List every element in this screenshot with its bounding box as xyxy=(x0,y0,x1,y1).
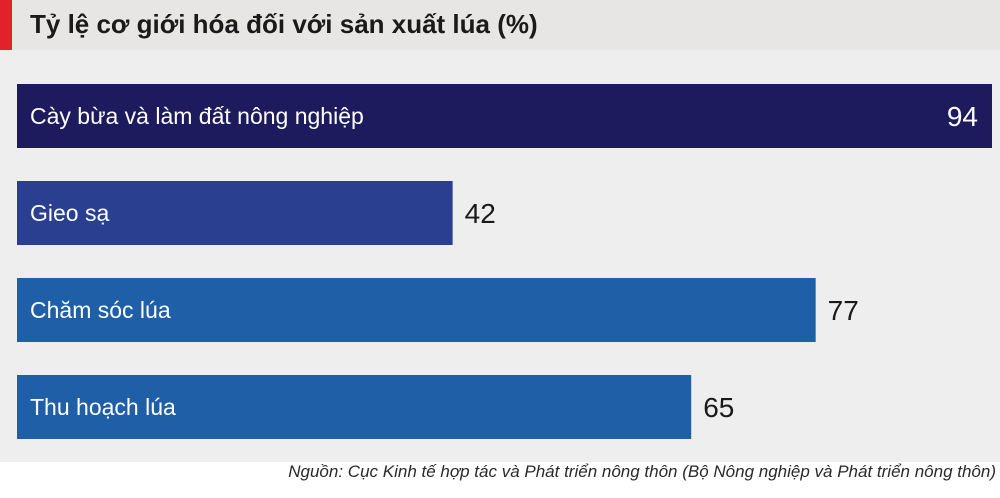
chart-title: Tỷ lệ cơ giới hóa đối với sản xuất lúa (… xyxy=(30,9,538,39)
bar-3 xyxy=(17,278,816,342)
bar-4 xyxy=(17,375,692,439)
value-label-3: 77 xyxy=(828,295,859,326)
category-label-3: Chăm sóc lúa xyxy=(30,297,171,323)
plot-area: Cày bừa và làm đất nông nghiệp 94 Gieo sạ 4… xyxy=(0,50,1000,462)
value-label-4: 65 xyxy=(703,392,734,423)
category-label-4: Thu hoạch lúa xyxy=(30,394,176,420)
title-accent-mark xyxy=(0,0,12,50)
source-note: Nguồn: Cục Kinh tế hợp tác và Phát triển… xyxy=(288,462,996,481)
category-label-2: Gieo sạ xyxy=(30,200,109,226)
title-bar: Tỷ lệ cơ giới hóa đối với sản xuất lúa (… xyxy=(0,0,1000,50)
bar-2 xyxy=(17,181,453,245)
value-label-2: 42 xyxy=(465,198,496,229)
value-label-1: 94 xyxy=(947,101,978,132)
bar-chart: Cày bừa và làm đất nông nghiệp 94 Gieo sạ 4… xyxy=(17,84,992,439)
category-label-1: Cày bừa và làm đất nông nghiệp xyxy=(30,103,364,129)
bar-1 xyxy=(17,84,992,148)
